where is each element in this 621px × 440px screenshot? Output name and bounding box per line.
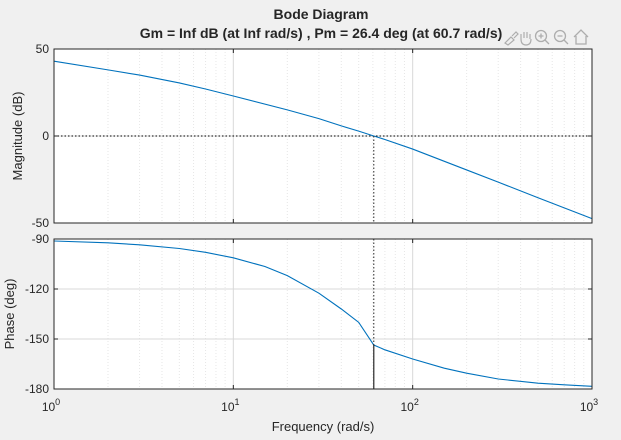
home-icon[interactable] bbox=[573, 29, 589, 45]
chart-title: Bode Diagram bbox=[274, 6, 369, 22]
phase-y-tick-label: -90 bbox=[32, 232, 50, 246]
x-tick-label: 102 bbox=[400, 397, 418, 414]
phase-y-ticks: -180 -150 -120 -90 bbox=[25, 232, 592, 396]
zoom-out-icon[interactable] bbox=[553, 29, 569, 45]
phase-panel: -180 -150 -120 -90 Phase (deg) bbox=[2, 232, 593, 396]
x-tick-label: 103 bbox=[580, 397, 598, 414]
magnitude-y-ticks: -50 0 50 bbox=[32, 42, 592, 230]
phase-y-label: Phase (deg) bbox=[2, 279, 17, 350]
magnitude-y-label: Magnitude (dB) bbox=[10, 92, 25, 181]
phase-grid bbox=[54, 239, 592, 389]
brush-icon[interactable] bbox=[504, 31, 519, 46]
frequency-x-ticks: 100 101 102 103 bbox=[42, 49, 598, 414]
zoom-in-icon[interactable] bbox=[534, 29, 550, 45]
phase-plot-area bbox=[54, 239, 592, 389]
magnitude-y-tick-label: 0 bbox=[42, 129, 49, 143]
x-axis-label: Frequency (rad/s) bbox=[272, 419, 375, 434]
magnitude-y-tick-label: 50 bbox=[36, 42, 50, 56]
axes-toolbar bbox=[504, 29, 589, 46]
phase-series-line bbox=[53, 240, 593, 387]
phase-axes-box bbox=[53, 238, 593, 390]
x-tick-label: 101 bbox=[221, 397, 239, 414]
pan-hand-icon[interactable] bbox=[520, 32, 532, 46]
phase-y-tick-label: -120 bbox=[25, 282, 49, 296]
magnitude-series-line bbox=[53, 60, 593, 220]
x-tick-label: 100 bbox=[42, 397, 60, 414]
phase-y-tick-label: -150 bbox=[25, 332, 49, 346]
magnitude-y-tick-label: -50 bbox=[32, 216, 50, 230]
chart-subtitle: Gm = Inf dB (at Inf rad/s) , Pm = 26.4 d… bbox=[140, 25, 503, 41]
phase-y-tick-label: -180 bbox=[25, 382, 49, 396]
magnitude-panel: -50 0 50 Magnitude (dB) bbox=[10, 42, 593, 230]
